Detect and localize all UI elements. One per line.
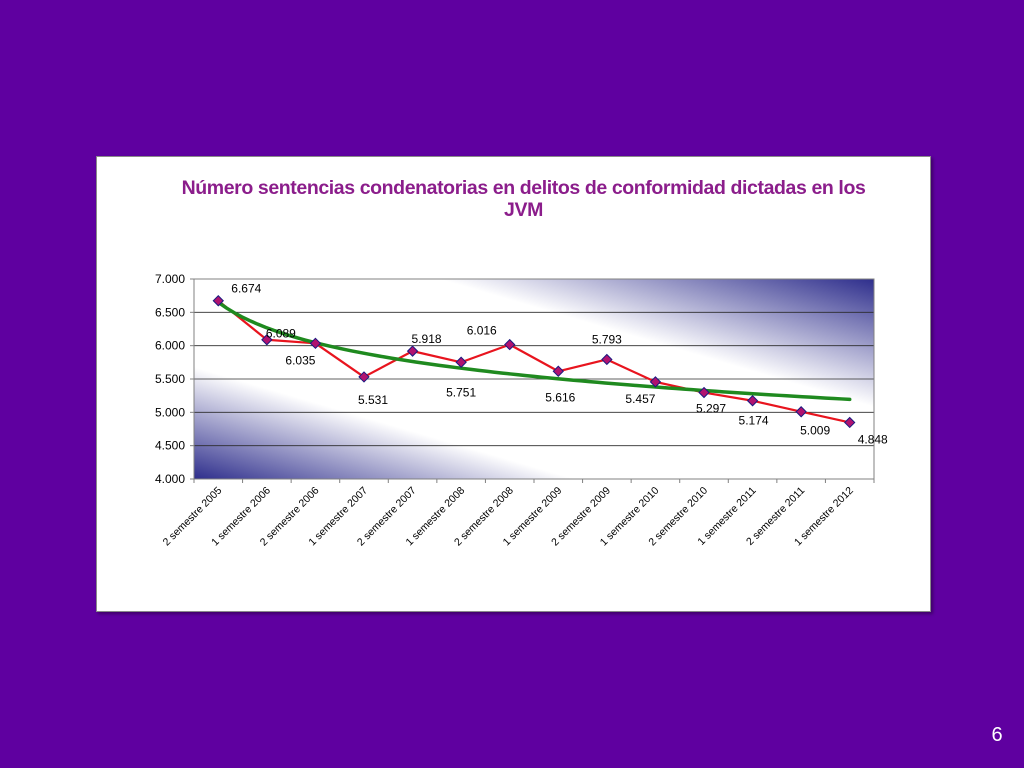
- y-tick-label: 5.500: [155, 372, 185, 386]
- data-point: [406, 345, 419, 357]
- data-point: [552, 365, 564, 377]
- y-tick-label: 4.500: [155, 439, 185, 453]
- chart-title: Número sentencias condenatorias en delit…: [97, 177, 950, 221]
- data-label: 5.457: [625, 392, 655, 406]
- line-chart: 4.000 4.500 5.000 5.500 6.000 6.500 7.000 2 se…: [155, 272, 888, 548]
- data-point: [795, 406, 807, 418]
- y-axis-ticks: 4.000 4.500 5.000 5.500 6.000 6.500 7.000: [155, 272, 194, 486]
- data-point: [309, 337, 322, 350]
- data-label: 5.531: [358, 393, 388, 407]
- chart-card: Número sentencias condenatorias en delit…: [96, 156, 931, 612]
- data-point: [844, 416, 856, 429]
- data-label: 5.751: [446, 385, 476, 399]
- data-labels-layer: 6.674 6.089 6.035 5.531 5.918 5.751 6.016 5.616…: [231, 282, 888, 447]
- data-point: [358, 371, 370, 383]
- data-point: [261, 334, 273, 346]
- data-label: 5.918: [412, 332, 442, 346]
- trendline: [216, 300, 852, 402]
- data-point: [649, 376, 662, 388]
- data-label: 6.089: [266, 327, 296, 341]
- y-tick-label: 5.000: [155, 405, 185, 419]
- chart-title-line-2: JVM: [504, 199, 543, 221]
- data-label: 6.035: [285, 353, 315, 367]
- data-label: 5.793: [592, 332, 622, 346]
- trendline-layer: [216, 300, 852, 402]
- data-point: [601, 353, 613, 366]
- data-point: [212, 295, 224, 307]
- y-tick-label: 6.000: [155, 339, 185, 353]
- data-label: 5.616: [545, 390, 575, 404]
- y-tick-label: 4.000: [155, 472, 185, 486]
- series-layer: [217, 299, 850, 424]
- markers-layer: [212, 295, 856, 429]
- data-label: 5.174: [739, 414, 769, 428]
- data-label: 4.848: [858, 432, 888, 446]
- chart-title-line-1: Número sentencias condenatorias en delit…: [181, 177, 866, 199]
- data-point: [698, 386, 710, 399]
- data-point: [746, 395, 759, 407]
- y-tick-label: 6.500: [155, 305, 185, 319]
- data-label: 5.009: [800, 424, 830, 438]
- data-label: 5.297: [696, 402, 726, 416]
- data-point: [504, 338, 516, 351]
- data-label: 6.016: [467, 324, 497, 338]
- data-label: 6.674: [231, 282, 261, 296]
- page-number: 6: [991, 724, 1003, 746]
- y-tick-label: 7.000: [155, 272, 185, 286]
- series-line: [217, 299, 850, 424]
- data-point: [455, 356, 467, 368]
